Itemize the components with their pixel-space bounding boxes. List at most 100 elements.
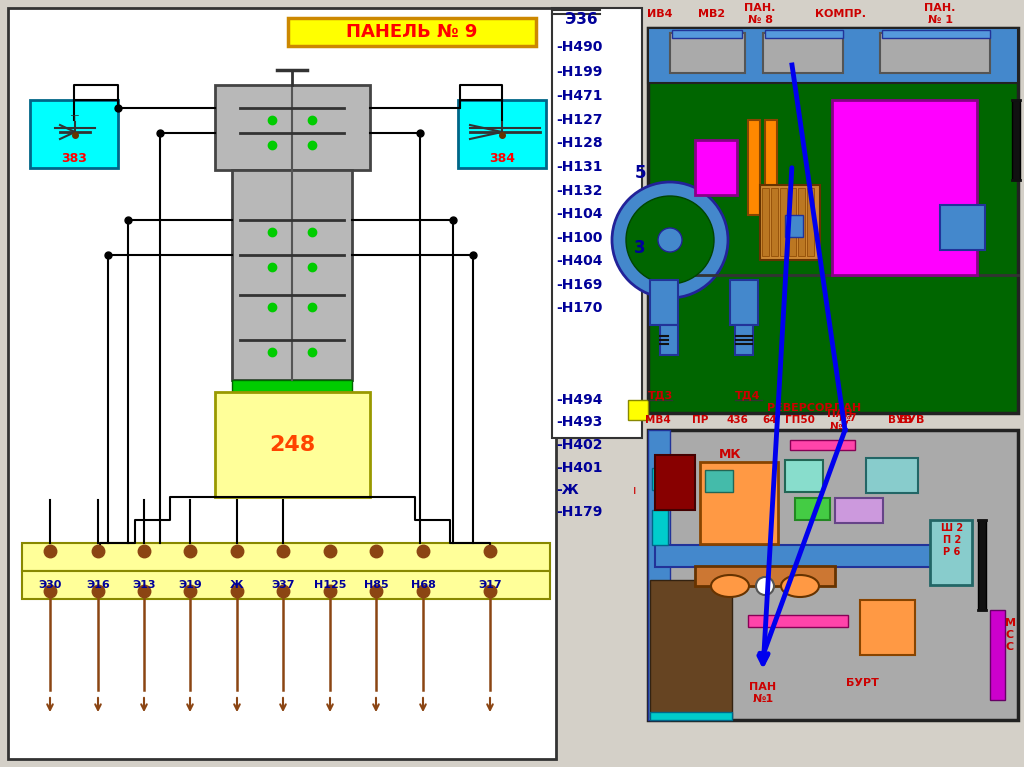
Bar [215,392,370,497]
Bar [831,100,977,275]
Text: М
С
С: М С С [1005,618,1016,652]
Circle shape [612,182,728,298]
Text: 3: 3 [634,239,646,257]
Bar [628,400,648,420]
Text: -Н127: -Н127 [556,113,602,127]
Text: ВУВ: ВУВ [899,415,925,425]
Bar [790,440,855,450]
Text: -Н199: -Н199 [556,65,602,79]
Text: Э16: Э16 [86,580,110,590]
Text: -Н170: -Н170 [556,301,602,315]
Text: ПАН
№1: ПАН №1 [750,682,776,704]
Bar [22,571,550,599]
Text: 384: 384 [489,152,515,164]
Circle shape [756,577,774,595]
Bar [748,120,760,215]
Bar [785,215,803,237]
Text: ПАНЕЛЬ № 9: ПАНЕЛЬ № 9 [346,23,477,41]
Bar [672,30,742,38]
Text: -Н104: -Н104 [556,207,602,221]
Text: -Н402: -Н402 [556,438,602,452]
Bar [765,120,777,215]
Bar [552,8,642,438]
Text: МК: МК [719,449,741,462]
Bar [655,545,950,567]
Text: -Н132: -Н132 [556,184,602,198]
Bar [648,430,1018,720]
Bar [930,520,972,585]
Text: №7: №7 [839,413,857,423]
Text: ПР: ПР [692,415,709,425]
Text: ГП50: ГП50 [785,415,815,425]
Text: РЕВЕРСОР: РЕВЕРСОР [767,403,833,413]
Text: ТД3: ТД3 [647,390,673,400]
Bar [790,188,796,256]
Bar [648,430,670,720]
Bar [771,188,778,256]
Bar [215,85,370,170]
Text: -Н471: -Н471 [556,89,602,103]
Bar [670,33,745,73]
Bar [650,580,732,718]
Text: -Н493: -Н493 [556,415,602,429]
Bar [882,30,990,38]
Bar [648,28,1018,413]
Text: ı: ı [633,483,637,496]
Text: Н125: Н125 [313,580,346,590]
Bar [763,33,843,73]
Text: ИВ4: ИВ4 [647,9,673,19]
Text: ПАН
№7: ПАН №7 [827,410,853,431]
Text: Э19: Э19 [178,580,202,590]
Bar [22,543,550,571]
Text: 64: 64 [763,415,777,425]
Text: Э13: Э13 [132,580,156,590]
Bar [785,460,823,492]
Bar [652,510,668,545]
Bar [780,188,787,256]
Text: ТД4: ТД4 [735,390,761,400]
Text: -Ж: -Ж [556,483,579,497]
Bar [990,610,1005,700]
Text: ПАН.
№ 1: ПАН. № 1 [925,3,955,25]
Text: ПАН: ПАН [835,403,861,413]
Bar [30,100,118,168]
Bar [650,712,732,720]
Bar [705,470,733,492]
Text: -Н131: -Н131 [556,160,602,174]
Bar [760,185,820,260]
Text: МВ4: МВ4 [645,415,671,425]
Text: Э37: Э37 [271,580,295,590]
Text: Ш 2
П 2
Р 6: Ш 2 П 2 Р 6 [941,523,963,557]
Text: -Н179: -Н179 [556,505,602,519]
Bar [655,455,695,510]
Bar [232,380,352,392]
Bar [695,140,737,195]
Text: МВ2: МВ2 [698,9,726,19]
Bar [866,458,918,493]
Text: -Н128: -Н128 [556,136,603,150]
Bar [860,600,915,655]
Bar [650,280,678,325]
Text: Н85: Н85 [364,580,388,590]
Bar [660,325,678,355]
Text: ВУВ: ВУВ [888,415,912,425]
Bar [880,33,990,73]
Text: Э36: Э36 [565,12,598,28]
Bar [695,566,835,586]
Text: 5: 5 [634,164,646,182]
Bar [835,498,883,523]
Text: ПАН.
№ 8: ПАН. № 8 [744,3,776,25]
Bar [648,28,1018,83]
Ellipse shape [781,575,819,597]
Bar [232,170,352,380]
Bar [1012,100,1020,180]
Text: Н68: Н68 [411,580,435,590]
Bar [700,462,778,544]
Text: 436: 436 [726,415,748,425]
Text: Э30: Э30 [38,580,61,590]
Bar [458,100,546,168]
Text: -Н490: -Н490 [556,40,602,54]
Text: Э17: Э17 [478,580,502,590]
Text: БУРТ: БУРТ [846,678,879,688]
Text: 383: 383 [61,152,87,164]
